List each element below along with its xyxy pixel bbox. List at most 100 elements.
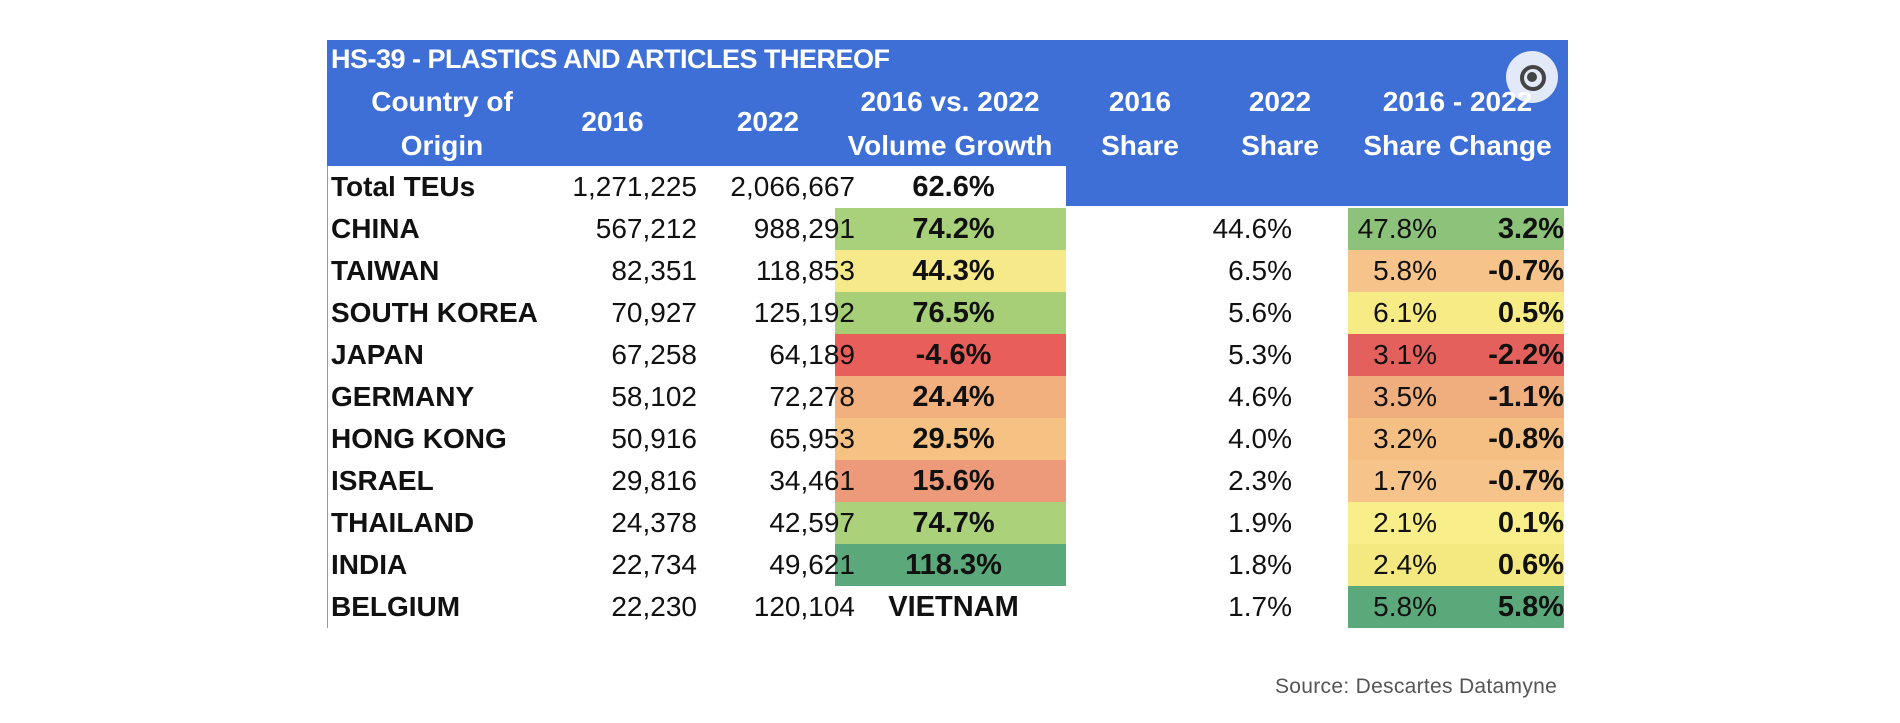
table-row: GERMANY 58,102 72,278 24.4% 4.6% 3.5% -1.1% — [327, 376, 1568, 418]
volume-growth-cell: 74.2% — [912, 213, 995, 245]
total-row: Total TEUs 1,271,225 2,066,667 62.6% — [327, 166, 1568, 208]
teu-2022-cell: 125,192 — [753, 297, 855, 328]
share-2022-cell: 5.8% — [1373, 255, 1437, 286]
volume-growth-cell: VIETNAM — [888, 591, 1019, 623]
share-2022-cell: 5.8% — [1373, 591, 1437, 622]
table-row: JAPAN 67,258 64,189 -4.6% 5.3% 3.1% -2.2% — [327, 334, 1568, 376]
image-search-lens-icon[interactable] — [1506, 51, 1558, 103]
share-2016-cell: 4.6% — [1228, 381, 1292, 412]
teu-2022-cell: 42,597 — [769, 507, 855, 538]
growth-cell-bg — [835, 376, 1066, 418]
header-s16-line1: 2016 — [1108, 86, 1172, 117]
header-s22-line1: 2022 — [1248, 86, 1312, 117]
share-2022-cell: 1.7% — [1373, 465, 1437, 496]
change-cell-bg — [1348, 250, 1564, 292]
share-2022-cell: 3.1% — [1373, 339, 1437, 370]
growth-cell-bg — [835, 544, 1066, 586]
teu-2022-cell: 988,291 — [753, 213, 855, 244]
header-change-line2: Share Change — [1363, 130, 1552, 161]
growth-cell-bg — [835, 502, 1066, 544]
share-change-cell: -2.2% — [1488, 339, 1564, 371]
header-2016: 2016 — [581, 106, 644, 137]
teu-2016-cell: 70,927 — [611, 297, 697, 328]
header-country-line2: Origin — [400, 130, 484, 161]
share-change-cell: -0.7% — [1488, 465, 1564, 497]
teu-2022-cell: 64,189 — [769, 339, 855, 370]
share-change-cell: -0.7% — [1488, 255, 1564, 287]
header-2022-share: 2022 Share — [1225, 80, 1335, 168]
header-growth-line1: 2016 vs. 2022 — [860, 86, 1040, 117]
header-s22-line2: Share — [1241, 130, 1319, 161]
total-growth: 62.6% — [912, 171, 995, 203]
share-change-cell: 5.8% — [1497, 591, 1564, 623]
header-2016-share: 2016 Share — [1085, 80, 1195, 168]
share-change-cell: 0.1% — [1497, 507, 1564, 539]
table-left-border — [327, 166, 328, 628]
change-cell-bg — [1348, 460, 1564, 502]
change-cell-bg — [1348, 586, 1564, 628]
country-cell: CHINA — [331, 213, 420, 244]
volume-growth-cell: 118.3% — [905, 549, 1002, 581]
growth-cell-bg — [835, 460, 1066, 502]
header-growth-line2: Volume Growth — [847, 130, 1053, 161]
share-2022-cell: 2.4% — [1373, 549, 1437, 580]
table-row: THAILAND 24,378 42,597 74.7% 1.9% 2.1% 0.1% — [327, 502, 1568, 544]
total-label: Total TEUs — [331, 171, 476, 202]
teu-2022-cell: 118,853 — [755, 255, 855, 286]
country-cell: BELGIUM — [331, 591, 461, 622]
growth-cell-bg — [835, 250, 1066, 292]
total-2016: 1,271,225 — [572, 171, 697, 202]
header-gap-white — [327, 166, 1066, 206]
growth-cell-bg — [835, 418, 1066, 460]
table-row: CHINA 567,212 988,291 74.2% 44.6% 47.8% 3.2% — [327, 208, 1568, 250]
country-cell: ISRAEL — [331, 465, 434, 496]
share-change-cell: -1.1% — [1488, 381, 1564, 413]
share-2016-cell: 1.9% — [1228, 507, 1292, 538]
total-2022: 2,066,667 — [730, 171, 855, 202]
volume-growth-cell: 15.6% — [912, 465, 995, 497]
growth-cell-bg — [835, 292, 1066, 334]
growth-cell-bg — [835, 334, 1066, 376]
teu-2022-cell: 49,621 — [769, 549, 855, 580]
teu-2016-cell: 50,916 — [611, 423, 697, 454]
header-s16-line2: Share — [1101, 130, 1179, 161]
table-row: ISRAEL 29,816 34,461 15.6% 2.3% 1.7% -0.7% — [327, 460, 1568, 502]
share-2016-cell: 5.6% — [1228, 297, 1292, 328]
share-2016-cell: 44.6% — [1212, 213, 1292, 244]
table-row: TAIWAN 82,351 118,853 44.3% 6.5% 5.8% -0.7% — [327, 250, 1568, 292]
share-2022-cell: 2.1% — [1373, 507, 1437, 538]
teu-2016-cell: 82,351 — [611, 255, 697, 286]
teu-2016-cell: 22,230 — [611, 591, 697, 622]
country-cell: INDIA — [331, 549, 408, 580]
lens-dot-icon — [1527, 72, 1537, 82]
teu-2022-cell: 65,953 — [769, 423, 855, 454]
table-title: HS-39 - PLASTICS AND ARTICLES THEREOF — [331, 44, 890, 74]
table-row: SOUTH KOREA 70,927 125,192 76.5% 5.6% 6.1% 0.5… — [327, 292, 1568, 334]
share-2022-cell: 3.5% — [1373, 381, 1437, 412]
teu-2022-cell: 120,104 — [753, 591, 855, 622]
country-cell: HONG KONG — [331, 423, 507, 454]
teu-2016-cell: 29,816 — [611, 465, 697, 496]
share-change-cell: 0.5% — [1497, 297, 1564, 329]
share-change-cell: 3.2% — [1497, 213, 1564, 245]
country-cell: GERMANY — [331, 381, 475, 412]
country-cell: SOUTH KOREA — [331, 297, 538, 328]
teu-2016-cell: 22,734 — [611, 549, 697, 580]
country-cell: TAIWAN — [331, 255, 440, 286]
table-row: INDIA 22,734 49,621 118.3% 1.8% 2.4% 0.6% — [327, 544, 1568, 586]
share-2016-cell: 2.3% — [1228, 465, 1292, 496]
share-2016-cell: 4.0% — [1228, 423, 1292, 454]
share-2016-cell: 1.8% — [1228, 549, 1292, 580]
share-2022-cell: 47.8% — [1357, 213, 1437, 244]
volume-growth-cell: 24.4% — [912, 381, 995, 413]
table-row: BELGIUM 22,230 120,104 VIETNAM 1.7% 5.8% 5.8% — [327, 586, 1568, 628]
share-2022-cell: 6.1% — [1373, 297, 1437, 328]
share-2016-cell: 6.5% — [1228, 255, 1292, 286]
change-cell-bg — [1348, 544, 1564, 586]
change-cell-bg — [1348, 376, 1564, 418]
change-cell-bg — [1348, 502, 1564, 544]
country-cell: JAPAN — [331, 339, 424, 370]
country-cell: THAILAND — [331, 507, 475, 538]
teu-2016-cell: 567,212 — [595, 213, 697, 244]
